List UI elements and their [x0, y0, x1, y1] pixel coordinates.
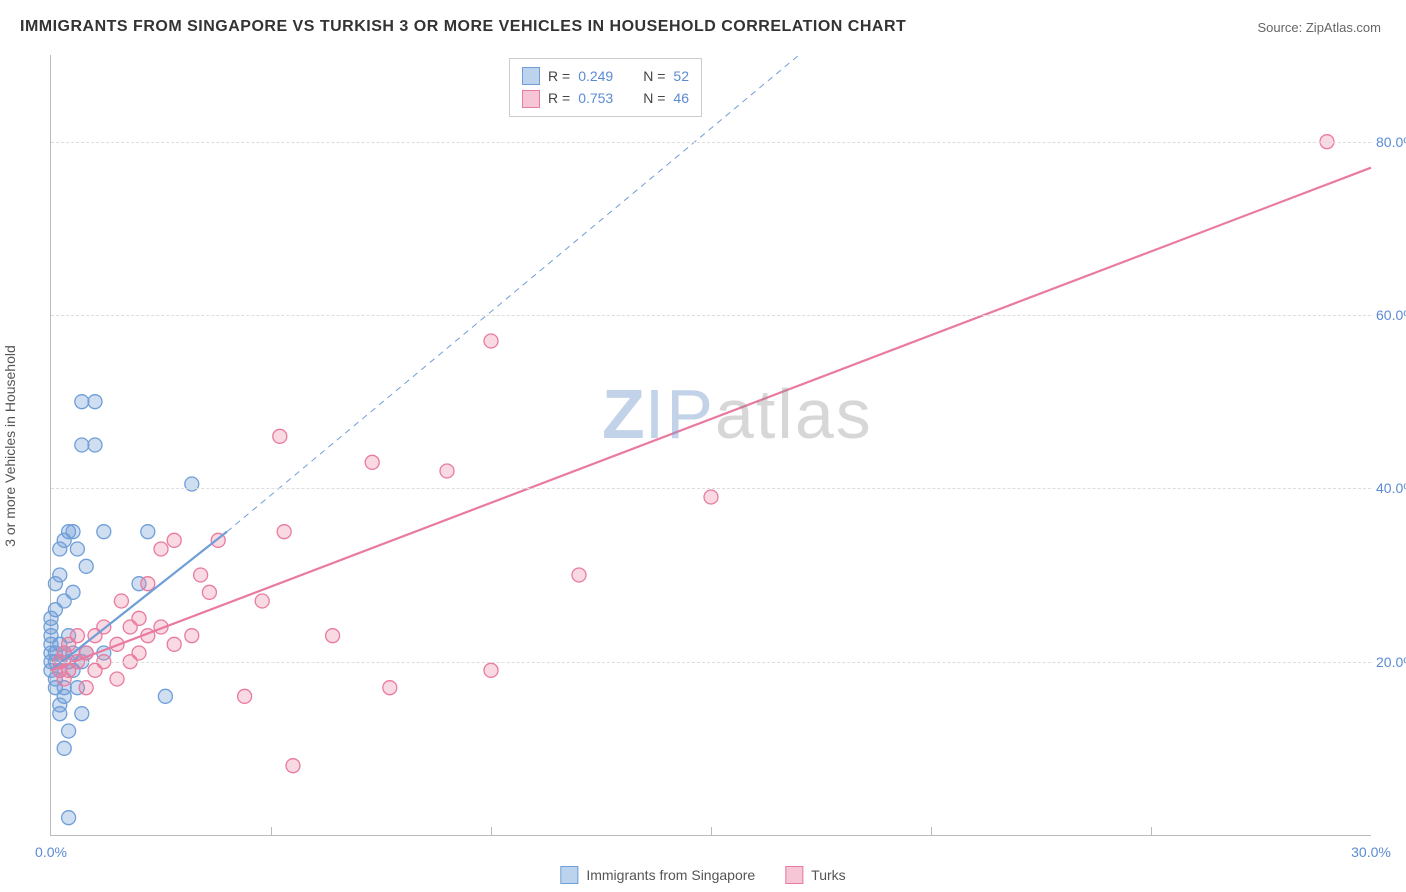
chart-svg: [51, 55, 1371, 835]
data-point-singapore: [66, 585, 80, 599]
data-point-turks: [79, 681, 93, 695]
data-point-singapore: [62, 811, 76, 825]
r-label: R =: [548, 65, 570, 87]
stats-row-turks: R = 0.753 N = 46: [522, 87, 689, 109]
gridline-h: [51, 488, 1371, 489]
data-point-turks: [484, 663, 498, 677]
legend-label: Immigrants from Singapore: [586, 867, 755, 883]
y-tick-label: 60.0%: [1376, 307, 1406, 323]
r-value: 0.249: [578, 65, 613, 87]
x-tick-label: 30.0%: [1351, 844, 1391, 860]
data-point-singapore: [158, 689, 172, 703]
source-attribution: Source: ZipAtlas.com: [1257, 20, 1381, 35]
y-tick-label: 20.0%: [1376, 654, 1406, 670]
data-point-turks: [202, 585, 216, 599]
data-point-singapore: [97, 525, 111, 539]
data-point-turks: [238, 689, 252, 703]
data-point-singapore: [88, 438, 102, 452]
legend-item-singapore: Immigrants from Singapore: [560, 866, 755, 884]
data-point-turks: [167, 637, 181, 651]
x-tick-label: 0.0%: [35, 844, 67, 860]
data-point-turks: [286, 759, 300, 773]
data-point-singapore: [75, 395, 89, 409]
source-name: ZipAtlas.com: [1306, 20, 1381, 35]
data-point-turks: [273, 429, 287, 443]
r-label: R =: [548, 87, 570, 109]
legend-item-turks: Turks: [785, 866, 845, 884]
data-point-turks: [484, 334, 498, 348]
n-value: 52: [673, 65, 689, 87]
chart-title: IMMIGRANTS FROM SINGAPORE VS TURKISH 3 O…: [20, 18, 906, 36]
data-point-singapore: [70, 542, 84, 556]
data-point-turks: [194, 568, 208, 582]
swatch-singapore-icon: [560, 866, 578, 884]
x-tick: [491, 827, 492, 835]
data-point-singapore: [53, 568, 67, 582]
legend-label: Turks: [811, 867, 845, 883]
data-point-turks: [255, 594, 269, 608]
data-point-singapore: [57, 741, 71, 755]
data-point-turks: [141, 577, 155, 591]
source-label: Source:: [1257, 20, 1305, 35]
y-tick-label: 40.0%: [1376, 480, 1406, 496]
x-tick: [931, 827, 932, 835]
data-point-turks: [114, 594, 128, 608]
swatch-turks-icon: [522, 90, 540, 108]
data-point-turks: [572, 568, 586, 582]
data-point-turks: [383, 681, 397, 695]
data-point-singapore: [62, 724, 76, 738]
x-tick: [711, 827, 712, 835]
n-label: N =: [643, 65, 665, 87]
x-tick: [1151, 827, 1152, 835]
stats-row-singapore: R = 0.249 N = 52: [522, 65, 689, 87]
trend-line-dashed-singapore: [227, 55, 799, 532]
swatch-singapore-icon: [522, 67, 540, 85]
stats-legend: R = 0.249 N = 52 R = 0.753 N = 46: [509, 58, 702, 117]
data-point-turks: [704, 490, 718, 504]
data-point-turks: [167, 533, 181, 547]
gridline-h: [51, 315, 1371, 316]
data-point-turks: [365, 455, 379, 469]
x-tick: [271, 827, 272, 835]
data-point-singapore: [75, 438, 89, 452]
data-point-singapore: [88, 395, 102, 409]
r-value: 0.753: [578, 87, 613, 109]
gridline-h: [51, 142, 1371, 143]
y-axis-title: 3 or more Vehicles in Household: [2, 345, 18, 547]
data-point-turks: [185, 629, 199, 643]
data-point-singapore: [141, 525, 155, 539]
data-point-turks: [440, 464, 454, 478]
swatch-turks-icon: [785, 866, 803, 884]
gridline-h: [51, 662, 1371, 663]
data-point-turks: [70, 629, 84, 643]
n-label: N =: [643, 87, 665, 109]
y-tick-label: 80.0%: [1376, 134, 1406, 150]
data-point-singapore: [79, 559, 93, 573]
data-point-turks: [277, 525, 291, 539]
trend-line-turks: [51, 168, 1371, 671]
data-point-singapore: [75, 707, 89, 721]
data-point-turks: [132, 611, 146, 625]
plot-area: ZIPatlas R = 0.249N = 52R = 0.753N = 46 …: [50, 55, 1371, 836]
data-point-singapore: [66, 525, 80, 539]
data-point-turks: [326, 629, 340, 643]
n-value: 46: [673, 87, 689, 109]
data-point-turks: [132, 646, 146, 660]
data-point-turks: [154, 542, 168, 556]
series-legend: Immigrants from Singapore Turks: [560, 866, 845, 884]
data-point-turks: [110, 672, 124, 686]
